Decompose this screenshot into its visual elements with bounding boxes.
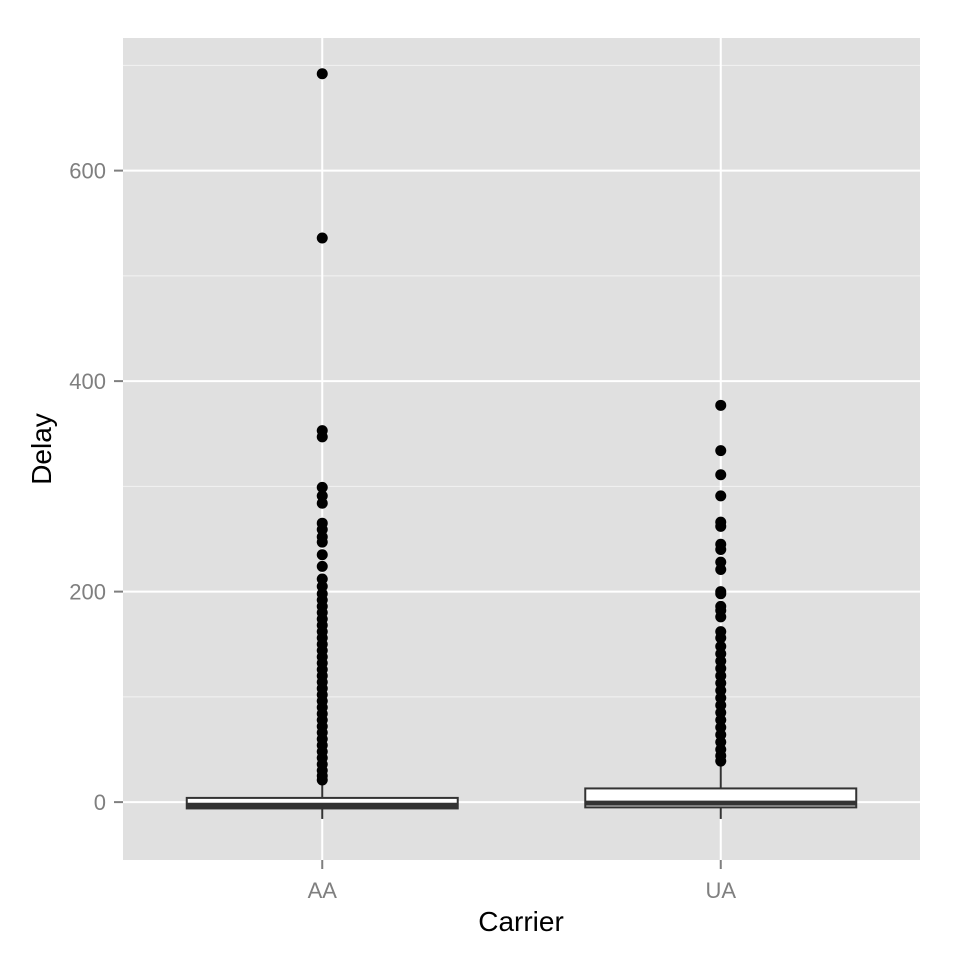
outlier-point (316, 68, 328, 80)
x-axis-title: Carrier (478, 906, 564, 937)
y-tick-label: 200 (69, 580, 106, 605)
x-tick-label: AA (308, 878, 338, 903)
box-ua (584, 399, 858, 819)
outlier-point (715, 544, 727, 556)
y-tick-label: 400 (69, 369, 106, 394)
y-tick-label: 600 (69, 159, 106, 184)
outlier-point (715, 755, 727, 767)
outlier-point (715, 469, 727, 481)
y-tick-label: 0 (94, 790, 106, 815)
outlier-point (715, 399, 727, 411)
plot-panel (123, 38, 920, 860)
outlier-point (316, 549, 328, 561)
outlier-point (316, 481, 328, 493)
outlier-point (316, 774, 328, 786)
x-axis-ticks: AA UA (308, 860, 736, 903)
outlier-point (316, 497, 328, 509)
box-layer (185, 68, 858, 819)
y-axis-ticks: 0 200 400 600 (69, 159, 123, 815)
outlier-point (715, 564, 727, 576)
outlier-point (715, 588, 727, 600)
y-axis-title: Delay (26, 413, 57, 485)
outlier-point (715, 632, 727, 644)
outlier-point (316, 536, 328, 548)
outlier-point (715, 445, 727, 457)
outlier-point (715, 520, 727, 532)
outlier-point (316, 232, 328, 244)
outlier-point (715, 490, 727, 502)
outlier-point (316, 431, 328, 443)
outlier-point (316, 560, 328, 572)
outlier-point (715, 611, 727, 623)
box-aa (185, 68, 459, 819)
x-tick-label: UA (705, 878, 736, 903)
